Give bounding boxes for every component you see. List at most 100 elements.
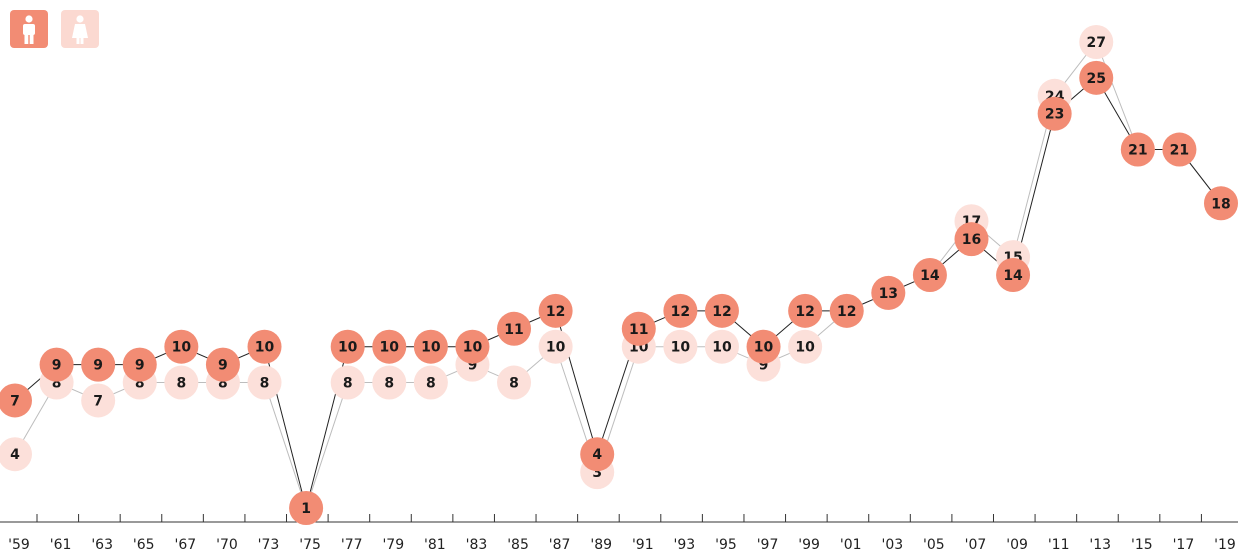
x-tick-label: '93 <box>674 537 696 553</box>
men-marker <box>871 275 906 310</box>
series-markers: 4878888188898103101010910121314171524272… <box>0 25 1238 525</box>
women-marker <box>1079 25 1114 59</box>
men-point[interactable]: 18 <box>1204 186 1238 221</box>
men-value-label: 18 <box>1211 196 1230 212</box>
women-value-label: 8 <box>176 376 186 392</box>
women-value-label: 10 <box>546 340 566 356</box>
men-point[interactable]: 10 <box>247 329 282 364</box>
men-point[interactable]: 4 <box>580 437 615 472</box>
men-marker <box>663 293 698 328</box>
x-axis: '59 '61 '63 '65 '67 '70 '73 '75 '77 '79 '81 '83 '85 '… <box>0 514 1238 553</box>
men-marker <box>996 258 1031 292</box>
women-marker <box>788 329 823 364</box>
men-point[interactable]: 9 <box>39 347 74 382</box>
men-point[interactable]: 10 <box>455 329 490 364</box>
men-point[interactable]: 9 <box>81 347 116 382</box>
women-point[interactable]: 4 <box>0 437 32 472</box>
men-point[interactable]: 11 <box>621 311 656 346</box>
men-marker <box>704 293 739 328</box>
men-point[interactable]: 10 <box>330 329 365 364</box>
men-marker <box>205 347 240 382</box>
men-point[interactable]: 10 <box>164 329 199 364</box>
men-marker <box>621 311 656 346</box>
men-marker <box>330 329 365 364</box>
men-value-label: 10 <box>754 340 774 356</box>
women-value-label: 4 <box>10 447 20 463</box>
men-point[interactable]: 10 <box>746 329 781 364</box>
men-value-label: 23 <box>1045 107 1064 123</box>
women-value-label: 7 <box>93 393 103 409</box>
women-marker <box>663 329 698 364</box>
men-point[interactable]: 10 <box>413 329 448 364</box>
men-marker <box>538 293 573 328</box>
men-point[interactable]: 12 <box>538 293 573 328</box>
men-point[interactable]: 1 <box>289 491 324 525</box>
men-point[interactable]: 7 <box>0 383 32 418</box>
men-value-label: 21 <box>1128 143 1147 159</box>
x-tick-label: '87 <box>549 537 571 553</box>
x-tick-label: '09 <box>1006 537 1028 553</box>
men-value-label: 25 <box>1086 71 1105 87</box>
x-tick-label: '91 <box>632 537 654 553</box>
women-point[interactable]: 8 <box>372 365 407 400</box>
men-marker <box>413 329 448 364</box>
men-point[interactable]: 12 <box>663 293 698 328</box>
men-point[interactable]: 12 <box>788 293 823 328</box>
men-value-label: 21 <box>1170 143 1189 159</box>
men-value-label: 14 <box>1003 268 1023 284</box>
men-point[interactable]: 25 <box>1079 60 1114 95</box>
men-value-label: 10 <box>255 340 275 356</box>
women-value-label: 8 <box>218 376 228 392</box>
man-icon <box>23 15 35 44</box>
men-point[interactable]: 12 <box>829 293 864 328</box>
women-point[interactable]: 27 <box>1079 25 1114 59</box>
women-value-label: 8 <box>384 376 394 392</box>
women-point[interactable]: 8 <box>497 365 532 400</box>
men-point[interactable]: 10 <box>372 329 407 364</box>
women-point[interactable]: 8 <box>330 365 365 400</box>
men-point[interactable]: 16 <box>954 222 989 257</box>
men-filter-button[interactable] <box>10 10 48 48</box>
women-point[interactable]: 10 <box>538 329 573 364</box>
women-value-label: 10 <box>671 340 691 356</box>
women-point[interactable]: 8 <box>164 365 199 400</box>
x-tick-label: '11 <box>1048 537 1070 553</box>
men-value-label: 12 <box>795 304 814 320</box>
men-marker <box>580 437 615 472</box>
women-point[interactable]: 10 <box>704 329 739 364</box>
men-marker <box>122 347 157 382</box>
men-point[interactable]: 11 <box>497 311 532 346</box>
women-marker <box>330 365 365 400</box>
women-point[interactable]: 8 <box>413 365 448 400</box>
men-point[interactable]: 9 <box>205 347 240 382</box>
women-point[interactable]: 8 <box>247 365 282 400</box>
men-point[interactable]: 9 <box>122 347 157 382</box>
women-marker <box>0 437 32 472</box>
x-tick-label: '19 <box>1214 537 1236 553</box>
women-filter-button[interactable] <box>61 10 99 48</box>
men-point[interactable]: 21 <box>1120 132 1155 167</box>
men-value-label: 9 <box>218 358 228 374</box>
men-point[interactable]: 13 <box>871 275 906 310</box>
men-value-label: 11 <box>504 322 523 338</box>
men-point[interactable]: 14 <box>912 258 947 292</box>
women-point[interactable]: 7 <box>81 383 116 418</box>
women-value-label: 8 <box>509 376 519 392</box>
women-value-label: 10 <box>795 340 815 356</box>
women-value-label: 3 <box>592 465 602 481</box>
men-value-label: 11 <box>629 322 648 338</box>
women-point[interactable]: 10 <box>663 329 698 364</box>
men-point[interactable]: 14 <box>996 258 1031 292</box>
x-tick-label: '79 <box>382 537 404 553</box>
women-point[interactable]: 10 <box>788 329 823 364</box>
men-point[interactable]: 21 <box>1162 132 1197 167</box>
men-value-label: 12 <box>671 304 690 320</box>
women-value-label: 8 <box>135 376 145 392</box>
women-marker <box>497 365 532 400</box>
men-value-label: 10 <box>380 340 400 356</box>
men-point[interactable]: 12 <box>704 293 739 328</box>
men-point[interactable]: 23 <box>1037 96 1072 131</box>
men-marker <box>829 293 864 328</box>
x-tick-label: '07 <box>965 537 987 553</box>
men-marker <box>164 329 199 364</box>
